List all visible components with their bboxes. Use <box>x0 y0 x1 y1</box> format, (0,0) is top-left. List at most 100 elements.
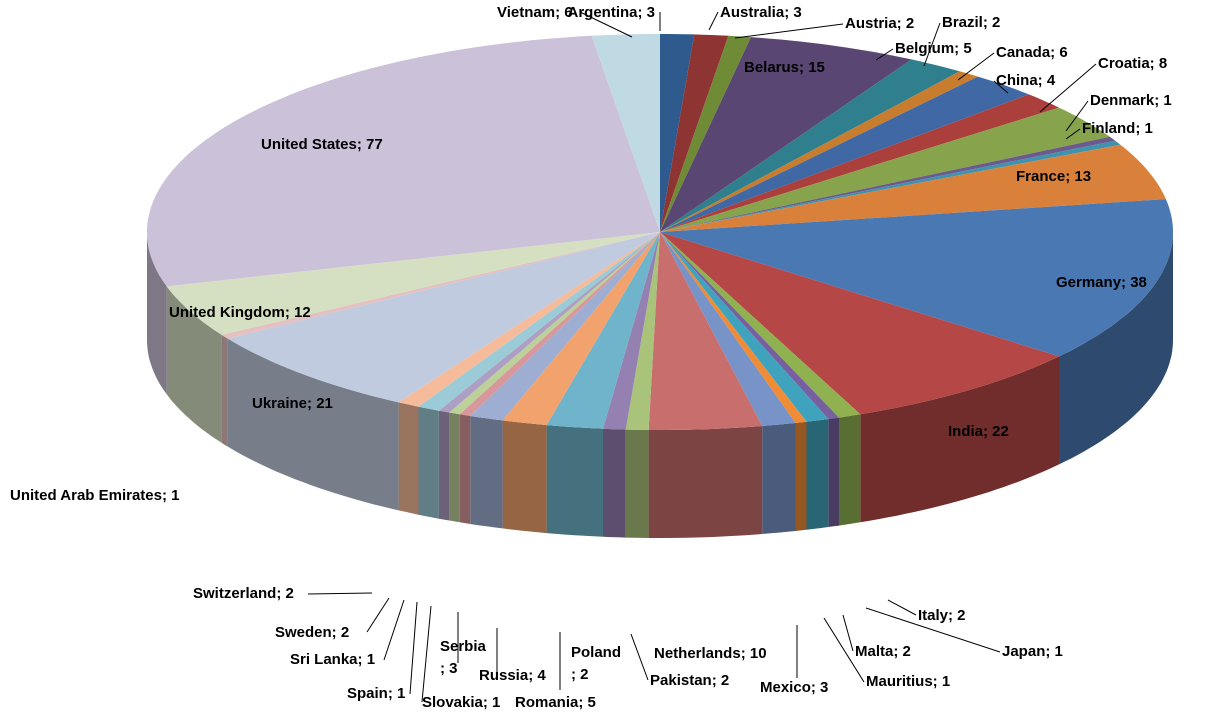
data-label-vietnam: Vietnam; 6 <box>497 4 573 21</box>
data-label-brazil: Brazil; 2 <box>942 14 1000 31</box>
side-wall-poland <box>603 428 626 538</box>
slice-canada <box>660 76 1029 232</box>
slice-slovakia <box>459 232 660 416</box>
side-wall-united-kingdom <box>166 286 222 443</box>
slice-france <box>660 144 1166 232</box>
slice-croatia <box>660 107 1110 232</box>
slice-ukraine <box>227 232 660 403</box>
data-label-denmark: Denmark; 1 <box>1090 92 1172 109</box>
slice-netherlands <box>648 232 763 430</box>
data-label-malta: Malta; 2 <box>855 643 911 660</box>
data-label-sweden: Sweden; 2 <box>275 624 349 641</box>
leader-line-malta <box>842 614 854 652</box>
data-label-india: India; 22 <box>948 423 1009 440</box>
data-label-sri-lanka: Sri Lanka; 1 <box>290 651 375 668</box>
side-wall-mexico <box>762 423 796 534</box>
data-label-croatia: Croatia; 8 <box>1098 55 1167 72</box>
data-label-france: France; 13 <box>1016 168 1091 185</box>
data-label-mexico: Mexico; 3 <box>760 679 828 696</box>
slice-denmark <box>660 136 1116 232</box>
leader-line-denmark <box>1065 100 1089 132</box>
data-label-ukraine: Ukraine; 21 <box>252 395 333 412</box>
side-wall-malta <box>806 419 829 530</box>
side-wall-sri-lanka <box>438 410 450 521</box>
leader-line-mauritius <box>823 617 865 683</box>
data-label-serbia: Serbia; 3 <box>440 638 487 677</box>
leader-line-finland <box>1065 128 1081 140</box>
slice-switzerland <box>398 232 660 407</box>
slice-united-arab-emirates <box>221 232 660 339</box>
side-wall-italy <box>839 414 861 526</box>
slice-romania <box>546 232 660 429</box>
data-label-australia: Australia; 3 <box>720 4 802 21</box>
data-labels: Argentina; 3 Australia; 3 Austria; 2 Belaru… <box>10 4 1172 711</box>
data-label-slovakia: Slovakia; 1 <box>422 694 500 711</box>
leader-line-sweden <box>366 597 390 633</box>
leader-line-japan <box>865 607 1001 653</box>
side-wall-united-states <box>147 232 167 395</box>
side-wall-japan <box>828 417 839 527</box>
slice-united-kingdom <box>166 232 661 335</box>
slice-germany <box>660 199 1173 357</box>
data-label-united-arab-emirates: United Arab Emirates; 1 <box>10 487 180 504</box>
slice-brazil <box>660 71 978 232</box>
slice-india <box>660 232 1059 415</box>
slice-argentina <box>660 34 695 232</box>
side-wall-india <box>860 356 1059 523</box>
slice-belarus <box>660 37 912 232</box>
data-label-belgium: Belgium; 5 <box>895 40 972 57</box>
slice-china <box>660 94 1059 233</box>
slice-united-states <box>147 35 660 287</box>
data-label-united-kingdom: United Kingdom; 12 <box>169 304 311 321</box>
side-wall-russia <box>502 420 547 534</box>
leader-line-pakistan <box>630 633 649 681</box>
leader-line-croatia <box>1039 63 1097 113</box>
slice-malta <box>660 232 829 422</box>
slice-sweden <box>418 232 660 411</box>
leader-line-belgium <box>875 48 894 61</box>
data-label-romania: Romania; 5 <box>515 694 596 711</box>
leader-line-canada <box>957 52 995 81</box>
data-label-pakistan: Pakistan; 2 <box>650 672 729 689</box>
slice-mexico <box>660 232 796 426</box>
slice-poland <box>603 232 660 430</box>
slice-pakistan <box>625 232 660 430</box>
side-wall-serbia <box>470 416 503 529</box>
slice-russia <box>502 232 660 426</box>
leader-line-spain <box>409 601 418 695</box>
leader-line-china <box>993 80 1009 94</box>
slice-mauritius <box>660 232 807 423</box>
data-label-mauritius: Mauritius; 1 <box>866 673 950 690</box>
slice-australia <box>660 34 729 233</box>
data-label-austria: Austria; 2 <box>845 15 914 32</box>
leader-line-australia <box>708 11 719 31</box>
side-wall-ukraine <box>227 338 399 511</box>
pie-side-walls <box>147 232 1173 538</box>
side-wall-netherlands <box>648 426 763 538</box>
slice-finland <box>660 140 1121 232</box>
data-label-finland: Finland; 1 <box>1082 120 1153 137</box>
side-wall-germany <box>1059 232 1173 465</box>
data-label-poland: Poland; 2 <box>571 644 621 683</box>
data-label-belarus: Belarus; 15 <box>744 59 825 76</box>
side-wall-romania <box>546 425 603 537</box>
slice-vietnam <box>591 34 660 232</box>
data-label-china: China; 4 <box>996 72 1056 89</box>
slice-austria <box>660 35 751 232</box>
data-label-switzerland: Switzerland; 2 <box>193 585 294 602</box>
side-wall-united-arab-emirates <box>221 334 228 447</box>
leader-line-italy <box>887 599 917 616</box>
leader-line-sri-lanka <box>383 599 405 661</box>
leader-line-vietnam <box>579 11 633 38</box>
slice-sri-lanka <box>438 232 660 413</box>
slice-belgium <box>660 59 960 233</box>
data-label-japan: Japan; 1 <box>1002 643 1063 660</box>
data-label-netherlands: Netherlands; 10 <box>654 645 767 662</box>
data-label-russia: Russia; 4 <box>479 667 546 684</box>
slice-spain <box>449 232 660 415</box>
data-label-united-states: United States; 77 <box>261 136 383 153</box>
slice-italy <box>660 232 861 418</box>
data-label-italy: Italy; 2 <box>918 607 966 624</box>
data-label-argentina: Argentina; 3 <box>567 4 655 21</box>
